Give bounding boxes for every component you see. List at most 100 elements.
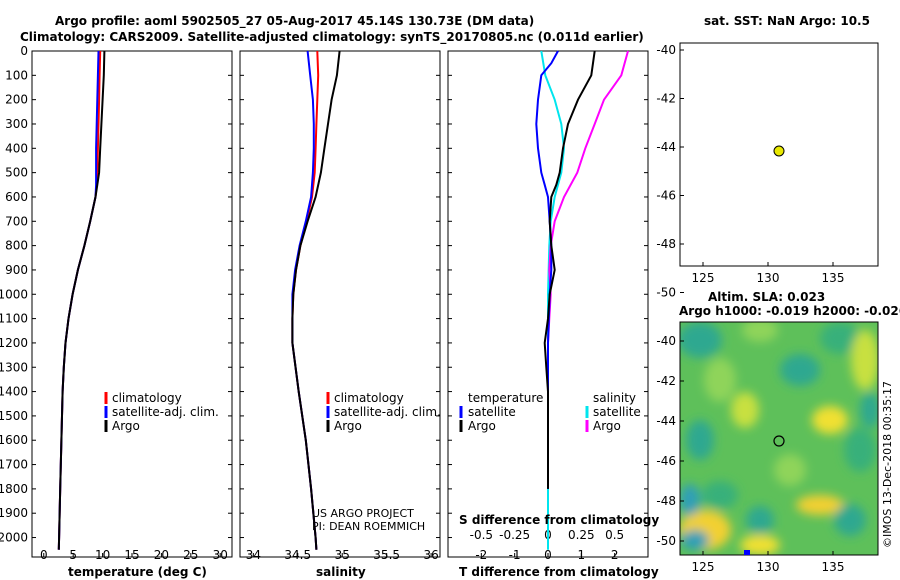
sla-blob <box>746 506 774 534</box>
depth-tick-label: 400 <box>5 141 28 155</box>
argo-sst-marker <box>773 145 785 157</box>
series-argo <box>291 50 341 550</box>
s-diff-tick-label: -0.25 <box>499 528 530 542</box>
x-tick-label: 5 <box>69 548 77 562</box>
depth-tick-label: 500 <box>5 166 28 180</box>
depth-tick-label: 2000 <box>0 531 28 545</box>
legend-satellite: satellite-adj. clim. <box>334 405 441 419</box>
depth-tick-label: 700 <box>5 214 28 228</box>
lat-tick-label: -44 <box>656 140 676 154</box>
depth-tick-label: 1900 <box>0 506 28 520</box>
temperature-legend: climatology satellite-adj. clim. Argo <box>104 391 219 433</box>
sla-blob <box>742 322 778 342</box>
sla-blob <box>820 322 860 354</box>
lon-tick-label: 135 <box>822 560 845 574</box>
temperature-axis-label: temperature (deg C) <box>68 565 207 579</box>
depth-tick-label: 300 <box>5 117 28 131</box>
temperature-panel <box>31 50 233 558</box>
s-diff-tick-label: 0.5 <box>605 528 624 542</box>
x-tick-label: 0 <box>40 548 48 562</box>
lat-tick-label: -44 <box>656 414 676 428</box>
lon-tick-label: 130 <box>757 271 780 285</box>
sla-blob <box>812 406 848 434</box>
sla-blob <box>851 330 878 390</box>
legend-argo: Argo <box>334 419 362 433</box>
s-diff-tick-label: 0.25 <box>568 528 595 542</box>
difference-legend-temperature: temperature satellite Argo <box>459 391 543 433</box>
legend-climatology: climatology <box>334 391 404 405</box>
legend-argo: Argo <box>112 419 140 433</box>
depth-tick-label: 0 <box>20 44 28 58</box>
depth-tick-label: 1200 <box>0 336 28 350</box>
sla-map <box>679 321 879 556</box>
sla-blob <box>796 495 844 515</box>
credit-line-2: PI: DEAN ROEMMICH <box>312 520 425 533</box>
sla-blob <box>680 322 722 358</box>
sla-blob <box>780 354 820 386</box>
sla-blob <box>774 454 806 486</box>
legend-climatology: climatology <box>112 391 182 405</box>
sst-panel-title: sat. SST: NaN Argo: 10.5 <box>704 14 870 28</box>
depth-tick-label: 600 <box>5 190 28 204</box>
lat-tick-label: -46 <box>656 189 676 203</box>
x-tick-label: 2 <box>611 548 619 562</box>
depth-tick-label: 1600 <box>0 433 28 447</box>
sla-blob <box>686 420 714 460</box>
s-difference-axis-label: S difference from climatology <box>459 513 659 527</box>
t-difference-axis-label: T difference from climatology <box>459 565 659 579</box>
title-line-2: Climatology: CARS2009. Satellite-adjuste… <box>20 30 644 45</box>
lon-tick-label: 130 <box>757 560 780 574</box>
x-tick-label: -2 <box>475 548 487 562</box>
salinity-axis-label: salinity <box>316 565 366 579</box>
lat-tick-label: -46 <box>656 454 676 468</box>
legend-t-argo: Argo <box>468 419 496 433</box>
depth-tick-label: 900 <box>5 263 28 277</box>
lat-tick-label: -48 <box>656 237 676 251</box>
difference-legend-salinity: salinity satellite Argo <box>585 391 641 433</box>
sla-blob <box>731 392 759 428</box>
imos-stamp: ©IMOS 13-Dec-2018 00:35:17 <box>881 381 894 548</box>
sla-blue-marker <box>744 550 750 555</box>
x-tick-label: 35 <box>335 548 350 562</box>
depth-tick-label: 1100 <box>0 312 28 326</box>
lat-tick-label: -50 <box>656 286 676 300</box>
lat-tick-label: -40 <box>656 334 676 348</box>
x-tick-label: 25 <box>183 548 198 562</box>
argo-sla-marker <box>773 435 785 447</box>
x-tick-label: 15 <box>124 548 139 562</box>
lat-tick-label: -40 <box>656 43 676 57</box>
sla-blob <box>860 392 878 428</box>
depth-tick-label: 1700 <box>0 458 28 472</box>
x-tick-label: 34 <box>246 548 261 562</box>
x-tick-label: 30 <box>213 548 228 562</box>
legend-t-title: temperature <box>468 391 543 405</box>
lat-tick-label: -42 <box>656 374 676 388</box>
sla-blob <box>702 481 738 509</box>
s-diff-tick-label: -0.5 <box>470 528 493 542</box>
title-line-1: Argo profile: aoml 5902505_27 05-Aug-201… <box>55 14 534 29</box>
depth-tick-label: 1300 <box>0 360 28 374</box>
sla-blob <box>681 530 709 550</box>
x-tick-label: -1 <box>509 548 521 562</box>
x-tick-label: 34.5 <box>284 548 311 562</box>
depth-tick-label: 800 <box>5 239 28 253</box>
depth-tick-label: 200 <box>5 93 28 107</box>
x-tick-label: 35.5 <box>373 548 400 562</box>
depth-tick-label: 1000 <box>0 287 28 301</box>
legend-satellite: satellite-adj. clim. <box>112 405 219 419</box>
salinity-panel <box>239 50 441 558</box>
sla-blob <box>844 428 876 472</box>
series-t-argo <box>543 50 596 489</box>
sla-panel-title-1: Altim. SLA: 0.023 <box>708 290 825 304</box>
lon-tick-label: 135 <box>822 271 845 285</box>
x-tick-label: 36 <box>423 548 438 562</box>
sla-blob <box>704 358 736 402</box>
x-tick-label: 20 <box>154 548 169 562</box>
lat-tick-label: -42 <box>656 92 676 106</box>
lat-tick-label: -48 <box>656 494 676 508</box>
x-tick-label: 10 <box>95 548 110 562</box>
sla-blob <box>834 504 866 536</box>
legend-s-argo: Argo <box>593 419 621 433</box>
legend-s-satellite: satellite <box>593 405 641 419</box>
